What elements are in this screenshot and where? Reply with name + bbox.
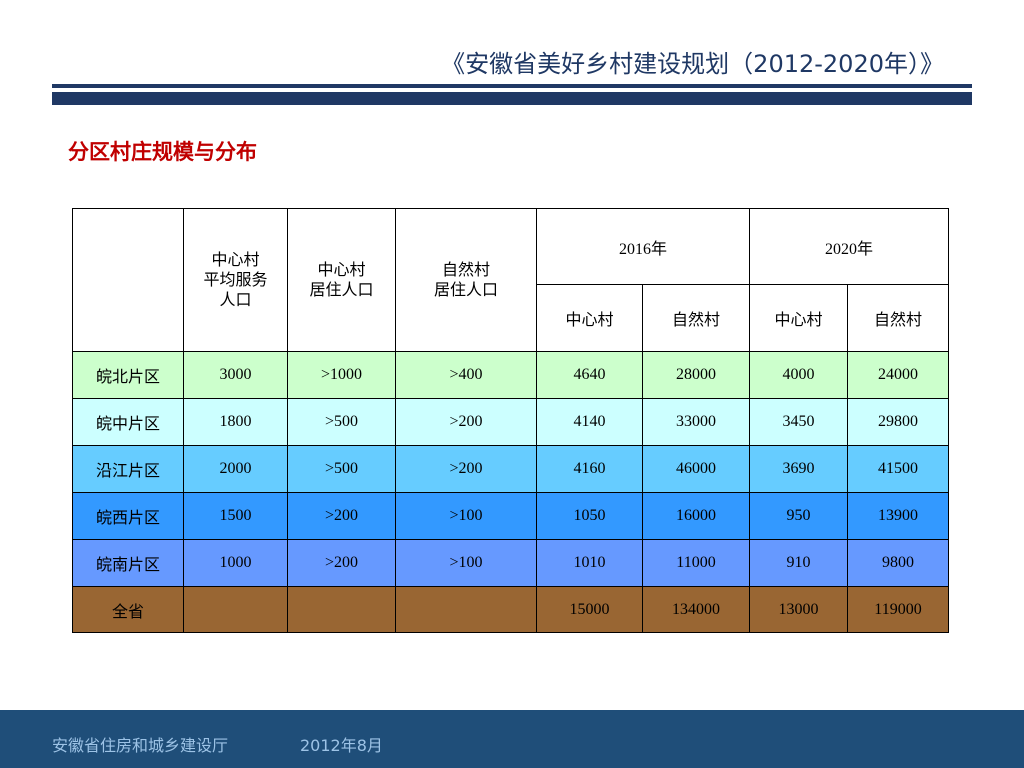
center-pop-cell: >1000: [287, 351, 396, 399]
total-avg-service-cell: [183, 586, 288, 633]
natural-2016-cell: 16000: [642, 492, 750, 540]
total-center-2020-cell: 13000: [749, 586, 848, 633]
natural-2020-cell: 24000: [847, 351, 949, 399]
natural-2016-cell: 46000: [642, 445, 750, 493]
table-total-row: 全省 15000 134000 13000 119000: [72, 586, 949, 633]
natural-2020-cell: 13900: [847, 492, 949, 540]
avg-service-cell: 1500: [183, 492, 288, 540]
header-center-avg-service-pop-text: 中心村 平均服务 人口: [203, 250, 268, 309]
center-2016-cell: 4140: [536, 398, 643, 446]
header-sub-center-2020: 中心村: [749, 284, 848, 352]
total-natural-pop-cell: [395, 586, 537, 633]
avg-service-cell: 1000: [183, 539, 288, 587]
avg-service-cell: 2000: [183, 445, 288, 493]
header-blank-cell: [72, 208, 184, 352]
natural-pop-cell: >400: [395, 351, 537, 399]
region-cell: 皖西片区: [72, 492, 184, 540]
center-2016-cell: 4640: [536, 351, 643, 399]
center-2020-cell: 950: [749, 492, 848, 540]
center-2016-cell: 1010: [536, 539, 643, 587]
center-2016-cell: 1050: [536, 492, 643, 540]
natural-2016-cell: 11000: [642, 539, 750, 587]
natural-pop-cell: >100: [395, 539, 537, 587]
footer-organization: 安徽省住房和城乡建设厅: [52, 736, 229, 755]
natural-pop-cell: >200: [395, 445, 537, 493]
footer-bar: 安徽省住房和城乡建设厅 2012年8月: [0, 710, 1024, 768]
natural-2020-cell: 9800: [847, 539, 949, 587]
region-cell: 沿江片区: [72, 445, 184, 493]
center-2020-cell: 3450: [749, 398, 848, 446]
total-center-pop-cell: [287, 586, 396, 633]
village-distribution-table: 中心村 平均服务 人口 中心村 居住人口 自然村 居住人口 2016年 2020…: [72, 208, 949, 633]
table-row: 皖南片区 1000 >200 >100 1010 11000 910 9800: [72, 539, 949, 587]
center-2020-cell: 3690: [749, 445, 848, 493]
center-2016-cell: 4160: [536, 445, 643, 493]
table-row: 皖中片区 1800 >500 >200 4140 33000 3450 2980…: [72, 398, 949, 446]
center-pop-cell: >200: [287, 492, 396, 540]
header-rule-thin: [52, 84, 972, 88]
header-center-resident-pop-text: 中心村 居住人口: [309, 260, 374, 299]
table-row: 皖北片区 3000 >1000 >400 4640 28000 4000 240…: [72, 351, 949, 399]
region-cell: 皖中片区: [72, 398, 184, 446]
header-natural-resident-pop-text: 自然村 居住人口: [433, 260, 498, 299]
center-pop-cell: >200: [287, 539, 396, 587]
header-year-2016: 2016年: [536, 208, 750, 285]
natural-2016-cell: 33000: [642, 398, 750, 446]
center-2020-cell: 910: [749, 539, 848, 587]
natural-2016-cell: 28000: [642, 351, 750, 399]
total-natural-2020-cell: 119000: [847, 586, 949, 633]
region-cell: 皖北片区: [72, 351, 184, 399]
table-row: 皖西片区 1500 >200 >100 1050 16000 950 13900: [72, 492, 949, 540]
avg-service-cell: 3000: [183, 351, 288, 399]
header-center-resident-pop: 中心村 居住人口: [287, 208, 396, 352]
natural-pop-cell: >100: [395, 492, 537, 540]
header-sub-center-2016: 中心村: [536, 284, 643, 352]
header-center-avg-service-pop: 中心村 平均服务 人口: [183, 208, 288, 352]
section-title: 分区村庄规模与分布: [68, 140, 257, 164]
header-year-2020: 2020年: [749, 208, 949, 285]
header-rule-thick: [52, 92, 972, 105]
natural-2020-cell: 29800: [847, 398, 949, 446]
avg-service-cell: 1800: [183, 398, 288, 446]
center-pop-cell: >500: [287, 445, 396, 493]
header-sub-natural-2016: 自然村: [642, 284, 750, 352]
natural-2020-cell: 41500: [847, 445, 949, 493]
center-2020-cell: 4000: [749, 351, 848, 399]
total-natural-2016-cell: 134000: [642, 586, 750, 633]
center-pop-cell: >500: [287, 398, 396, 446]
natural-pop-cell: >200: [395, 398, 537, 446]
total-region-cell: 全省: [72, 586, 184, 633]
footer-date: 2012年8月: [300, 736, 383, 755]
region-cell: 皖南片区: [72, 539, 184, 587]
total-center-2016-cell: 15000: [536, 586, 643, 633]
header-natural-resident-pop: 自然村 居住人口: [395, 208, 537, 352]
table-row: 沿江片区 2000 >500 >200 4160 46000 3690 4150…: [72, 445, 949, 493]
document-title: 《安徽省美好乡村建设规划（2012-2020年）》: [441, 50, 944, 78]
header-sub-natural-2020: 自然村: [847, 284, 949, 352]
